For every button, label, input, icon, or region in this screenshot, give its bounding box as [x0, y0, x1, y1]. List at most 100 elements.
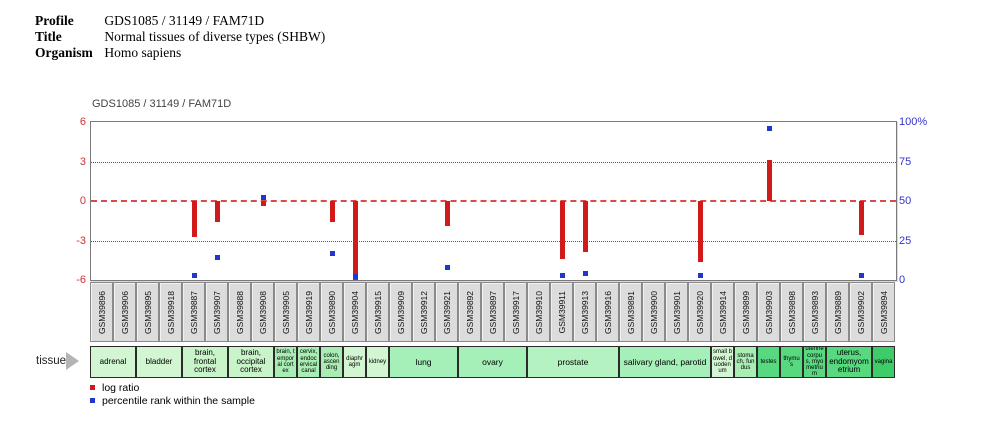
sample-id: GSM39918	[165, 290, 176, 334]
sample-label-cell[interactable]: GSM39892	[458, 282, 481, 342]
log-ratio-swatch-icon	[90, 385, 95, 390]
y-tick-right: 100%	[899, 116, 928, 128]
sample-id: GSM39921	[441, 290, 452, 334]
tissue-cell: prostate	[527, 346, 619, 378]
sample-label-cell[interactable]: GSM39916	[596, 282, 619, 342]
sample-id: GSM39909	[395, 290, 406, 334]
sample-label-cell[interactable]: GSM39918	[159, 282, 182, 342]
zero-line	[91, 200, 896, 202]
percentile-point	[215, 255, 220, 261]
sample-id: GSM39893	[809, 290, 820, 334]
grid-line	[91, 240, 896, 242]
tissue-cell: bladder	[136, 346, 182, 378]
sample-label-cell[interactable]: GSM39904	[343, 282, 366, 342]
legend: log ratio percentile rank within the sam…	[88, 381, 255, 407]
sample-id: GSM39895	[142, 290, 153, 334]
sample-label-cell[interactable]: GSM39912	[412, 282, 435, 342]
sample-label-cell[interactable]: GSM39908	[251, 282, 274, 342]
sample-label-cell[interactable]: GSM39896	[90, 282, 113, 342]
sample-id: GSM39913	[579, 290, 590, 334]
tissue-cell: brain, occipital cortex	[228, 346, 274, 378]
organism-label: Organism	[35, 45, 93, 60]
sample-label-cell[interactable]: GSM39905	[274, 282, 297, 342]
profile-row: Profile GDS1085 / 31149 / FAM71D	[35, 13, 325, 29]
log-ratio-bar	[698, 201, 703, 262]
sample-label-cell[interactable]: GSM39891	[619, 282, 642, 342]
sample-label-cell[interactable]: GSM39897	[481, 282, 504, 342]
sample-label-cell[interactable]: GSM39914	[711, 282, 734, 342]
log-ratio-bar	[215, 201, 220, 223]
tissue-cell: testes	[757, 346, 780, 378]
sample-id: GSM39897	[487, 290, 498, 334]
sample-id: GSM39912	[418, 290, 429, 334]
sample-id: GSM39899	[740, 290, 751, 334]
sample-label-cell[interactable]: GSM39893	[803, 282, 826, 342]
sample-label-cell[interactable]: GSM39913	[573, 282, 596, 342]
sample-label-cell[interactable]: GSM39910	[527, 282, 550, 342]
y-tick-left: 6	[79, 116, 86, 128]
legend-percentile: percentile rank within the sample	[88, 394, 255, 407]
sample-id: GSM39901	[671, 290, 682, 334]
tissue-cell: stomach, fundus	[734, 346, 757, 378]
title-value: Normal tissues of diverse types (SHBW)	[104, 29, 326, 44]
sample-id: GSM39910	[533, 290, 544, 334]
sample-label-cell[interactable]: GSM39920	[688, 282, 711, 342]
tissue-cell: vagina	[872, 346, 895, 378]
log-ratio-bar	[330, 201, 335, 223]
sample-label-cell[interactable]: GSM39915	[366, 282, 389, 342]
sample-label-cell[interactable]: GSM39898	[780, 282, 803, 342]
sample-label-cell[interactable]: GSM39902	[849, 282, 872, 342]
percentile-point	[560, 272, 565, 278]
y-tick-left: -6	[76, 274, 86, 286]
tissue-cell: brain, frontal cortex	[182, 346, 228, 378]
title-row: Title Normal tissues of diverse types (S…	[35, 29, 325, 45]
sample-label-cell[interactable]: GSM39894	[872, 282, 895, 342]
log-ratio-bar	[445, 201, 450, 227]
sample-id: GSM39911	[556, 290, 567, 334]
grid-line	[91, 161, 896, 163]
sample-label-cell[interactable]: GSM39917	[504, 282, 527, 342]
y-tick-right: 75	[899, 155, 912, 168]
percentile-point	[698, 272, 703, 278]
tissue-cell: colon, ascending	[320, 346, 343, 378]
tissue-cell: diaphragm	[343, 346, 366, 378]
sample-label-cell[interactable]: GSM39895	[136, 282, 159, 342]
percentile-point	[445, 264, 450, 270]
percentile-point	[767, 125, 772, 131]
tissue-cell: thymus	[780, 346, 803, 378]
sample-label-cell[interactable]: GSM39890	[320, 282, 343, 342]
sample-id: GSM39916	[602, 290, 613, 334]
sample-label-cell[interactable]: GSM39900	[642, 282, 665, 342]
profile-header: Profile GDS1085 / 31149 / FAM71D Title N…	[35, 13, 325, 61]
sample-label-cell[interactable]: GSM39919	[297, 282, 320, 342]
sample-label-cell[interactable]: GSM39903	[757, 282, 780, 342]
sample-label-cell[interactable]: GSM39889	[826, 282, 849, 342]
y-tick-right: 25	[899, 234, 912, 247]
sample-label-cell[interactable]: GSM39887	[182, 282, 205, 342]
y-tick-right: 50	[899, 195, 912, 207]
legend-log-ratio-label: log ratio	[102, 381, 140, 394]
legend-log-ratio: log ratio	[88, 381, 255, 394]
percentile-point	[192, 272, 197, 278]
sample-id: GSM39891	[625, 290, 636, 334]
log-ratio-bar	[583, 201, 588, 253]
sample-label-cell[interactable]: GSM39907	[205, 282, 228, 342]
sample-label-cell[interactable]: GSM39911	[550, 282, 573, 342]
sample-label-cell[interactable]: GSM39906	[113, 282, 136, 342]
sample-label-cell[interactable]: GSM39909	[389, 282, 412, 342]
tissue-cell: small bowel, duodenum	[711, 346, 734, 378]
sample-label-cell[interactable]: GSM39901	[665, 282, 688, 342]
sample-label-cell[interactable]: GSM39899	[734, 282, 757, 342]
sample-id: GSM39890	[326, 290, 337, 334]
plot-area	[90, 121, 897, 281]
sample-id: GSM39894	[878, 290, 889, 334]
sample-id: GSM39914	[717, 290, 728, 334]
tissue-cell: salivary gland, parotid	[619, 346, 711, 378]
sample-label-cell[interactable]: GSM39921	[435, 282, 458, 342]
sample-id: GSM39908	[257, 290, 268, 334]
log-ratio-bar	[192, 201, 197, 237]
log-ratio-bar	[560, 201, 565, 259]
sample-label-cell[interactable]: GSM39888	[228, 282, 251, 342]
y-tick-left: 3	[79, 155, 86, 168]
